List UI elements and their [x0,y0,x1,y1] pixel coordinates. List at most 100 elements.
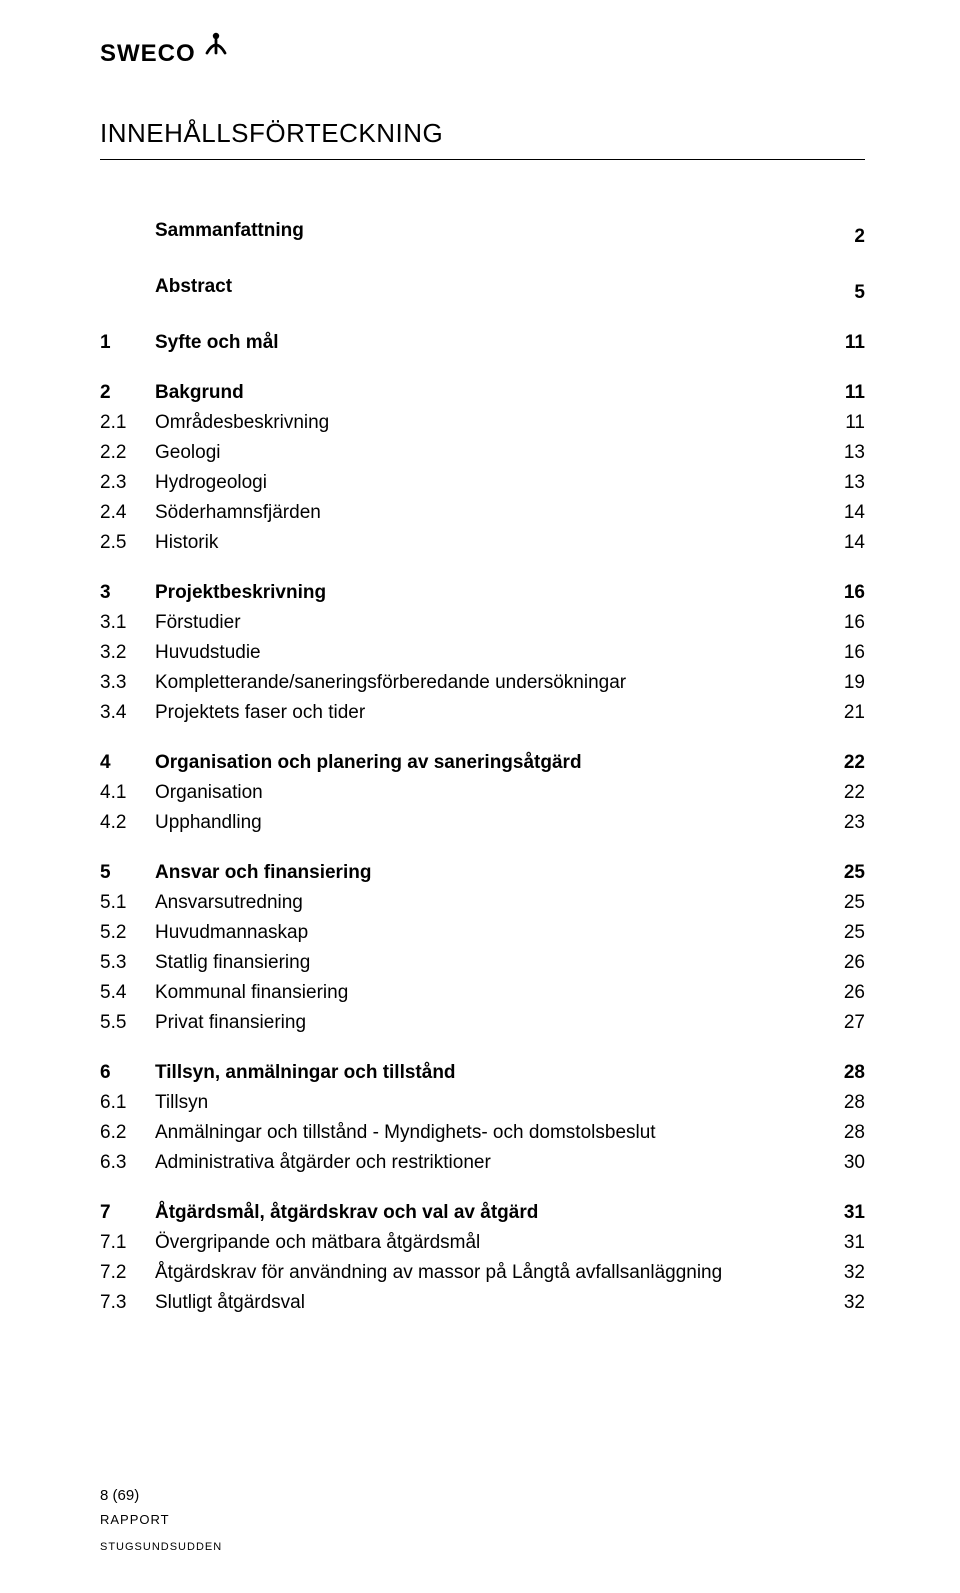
toc-page: 26 [844,982,865,1004]
footer-page-number: 8 (69) [100,1487,222,1504]
toc-left: 2.5Historik [100,532,218,554]
toc-row: 3Projektbeskrivning16 [100,582,865,604]
logo: SWECO [100,40,865,68]
toc-page: 25 [844,922,865,944]
toc-title: Övergripande och mätbara åtgärdsmål [155,1232,480,1254]
toc-number: 6.2 [100,1122,155,1144]
toc-page: 32 [844,1262,865,1284]
toc-title: Sammanfattning [155,220,304,242]
toc-number: 2.4 [100,502,155,524]
toc-title: Historik [155,532,218,554]
toc-title: Projektets faser och tider [155,702,365,724]
toc-title: Organisation och planering av saneringså… [155,752,582,774]
toc-left: 6.2Anmälningar och tillstånd - Myndighet… [100,1122,656,1144]
toc-number: 2 [100,382,155,404]
toc-page: 14 [844,502,865,524]
footer-rapport: RAPPORT [100,1512,222,1527]
toc-row: 6.2Anmälningar och tillstånd - Myndighet… [100,1122,865,1144]
toc-left: 5.1Ansvarsutredning [100,892,303,914]
toc-left: 3.1Förstudier [100,612,241,634]
toc-left: 5.3Statlig finansiering [100,952,310,974]
toc-title: Administrativa åtgärder och restriktione… [155,1152,491,1174]
toc-number [100,220,155,242]
toc-left: 4Organisation och planering av sanerings… [100,752,582,774]
toc-number: 5.1 [100,892,155,914]
toc-page: 19 [844,672,865,694]
toc-number: 4.2 [100,812,155,834]
toc-left: 7.1Övergripande och mätbara åtgärdsmål [100,1232,480,1254]
toc-number: 6 [100,1062,155,1084]
toc-row: 4.1Organisation 22 [100,782,865,804]
toc-page: 22 [844,752,865,774]
toc-page: 25 [844,862,865,884]
toc-title: Syfte och mål [155,332,279,354]
toc-row: 2Bakgrund11 [100,382,865,404]
toc-number: 5.4 [100,982,155,1004]
toc-left: 3.3Kompletterande/saneringsförberedande … [100,672,626,694]
toc-row: 5.3Statlig finansiering 26 [100,952,865,974]
toc-page: 22 [844,782,865,804]
toc-page: 26 [844,952,865,974]
toc-title: Tillsyn [155,1092,208,1114]
toc-page: 23 [844,812,865,834]
toc-page: 16 [844,612,865,634]
toc-title: Abstract [155,276,232,298]
toc-title: Slutligt åtgärdsval [155,1292,305,1314]
toc-page: 32 [844,1292,865,1314]
toc-title: Områdesbeskrivning [155,412,329,434]
toc-row: 2.5Historik14 [100,532,865,554]
toc-number: 3.2 [100,642,155,664]
toc-number: 2.2 [100,442,155,464]
toc-title: Åtgärdsmål, åtgärdskrav och val av åtgär… [155,1202,538,1224]
toc-container: Sammanfattning2Abstract51Syfte och mål11… [100,220,865,1314]
toc-row: 3.3Kompletterande/saneringsförberedande … [100,672,865,694]
toc-left: 4.1Organisation [100,782,263,804]
toc-left: 3.2Huvudstudie [100,642,261,664]
toc-title: Ansvarsutredning [155,892,303,914]
toc-row: 3.4Projektets faser och tider 21 [100,702,865,724]
toc-number: 5.5 [100,1012,155,1034]
toc-page: 30 [844,1152,865,1174]
toc-row: 6.1Tillsyn 28 [100,1092,865,1114]
toc-row: 4.2Upphandling23 [100,812,865,834]
toc-page: 13 [844,442,865,464]
toc-title: Projektbeskrivning [155,582,326,604]
toc-number: 2.3 [100,472,155,494]
toc-title: Kommunal finansiering [155,982,348,1004]
toc-page: 27 [844,1012,865,1034]
toc-title: Anmälningar och tillstånd - Myndighets- … [155,1122,656,1144]
toc-number: 3.4 [100,702,155,724]
toc-number: 3.3 [100,672,155,694]
toc-page: 28 [844,1122,865,1144]
toc-row: 5.5Privat finansiering 27 [100,1012,865,1034]
toc-title: Ansvar och finansiering [155,862,371,884]
toc-page: 31 [844,1202,865,1224]
toc-row: 4Organisation och planering av sanerings… [100,752,865,774]
toc-number: 5.2 [100,922,155,944]
toc-row: 5.4Kommunal finansiering 26 [100,982,865,1004]
toc-number: 2.1 [100,412,155,434]
toc-left: 5.2Huvudmannaskap [100,922,308,944]
toc-page: 16 [844,582,865,604]
toc-number: 3.1 [100,612,155,634]
toc-page: 21 [844,702,865,724]
toc-left: 7.3Slutligt åtgärdsval [100,1292,305,1314]
toc-page: 2 [854,226,865,248]
toc-number: 7.1 [100,1232,155,1254]
toc-number: 6.1 [100,1092,155,1114]
toc-row: Sammanfattning 2 [100,220,865,248]
toc-title: Privat finansiering [155,1012,306,1034]
toc-left: 6.3Administrativa åtgärder och restrikti… [100,1152,491,1174]
toc-left: 2Bakgrund [100,382,244,404]
toc-page: 28 [844,1092,865,1114]
toc-title: Söderhamnsfjärden [155,502,321,524]
toc-left: 6.1Tillsyn [100,1092,208,1114]
footer: 8 (69) RAPPORT STUGSUNDSUDDEN [100,1487,222,1553]
toc-page: 11 [845,332,865,354]
toc-page: 31 [844,1232,865,1254]
toc-row: 6Tillsyn, anmälningar och tillstånd28 [100,1062,865,1084]
toc-row: Abstract5 [100,276,865,304]
toc-row: 1Syfte och mål11 [100,332,865,354]
toc-page: 11 [845,412,865,434]
toc-title: Organisation [155,782,263,804]
